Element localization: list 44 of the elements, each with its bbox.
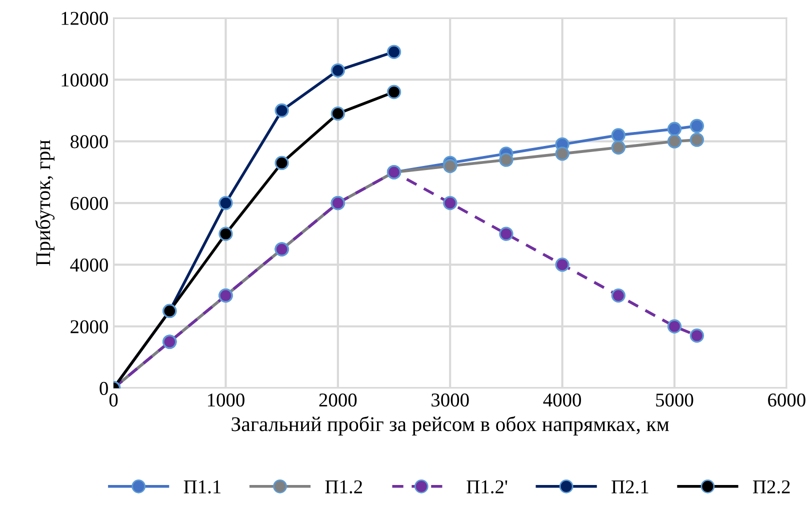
legend-label: П1.2' xyxy=(466,480,508,494)
x-axis-title: Загальний пробіг за рейсом в обох напрямках, км xyxy=(232,416,669,436)
point xyxy=(274,156,289,170)
point xyxy=(499,226,514,241)
legend-label: П2.2 xyxy=(752,480,790,494)
legend-label: П1.1 xyxy=(184,480,220,494)
point xyxy=(611,288,626,303)
point xyxy=(218,226,233,241)
point xyxy=(330,63,345,78)
point xyxy=(690,328,704,343)
point xyxy=(443,158,458,174)
point xyxy=(611,140,626,155)
point xyxy=(330,106,345,121)
y-axis-title: Прибуток, грн xyxy=(35,140,55,266)
x-tick-label: 2000 xyxy=(319,393,357,407)
point xyxy=(667,319,682,334)
x-tick-label: 0 xyxy=(109,393,118,407)
point xyxy=(667,134,682,148)
x-tick-label: 1000 xyxy=(208,393,244,407)
point xyxy=(218,196,233,210)
x-tick-label: 4000 xyxy=(543,393,581,407)
y-tick-label: 4000 xyxy=(70,258,108,272)
x-tick-label: 3000 xyxy=(432,393,469,407)
y-tick-label: 12000 xyxy=(62,12,108,25)
point xyxy=(386,84,402,100)
point xyxy=(499,152,514,167)
y-tick-label: 2000 xyxy=(70,320,108,334)
point xyxy=(667,122,682,136)
y-tick-label: 10000 xyxy=(62,73,108,87)
point xyxy=(555,258,570,272)
y-tick-label: 0 xyxy=(100,382,108,396)
y-tick-label: 6000 xyxy=(70,196,108,210)
point xyxy=(555,146,570,161)
x-tick-label: 5000 xyxy=(656,393,694,407)
point xyxy=(690,132,704,147)
x-tick-label: 6000 xyxy=(768,393,806,407)
point xyxy=(690,118,704,134)
point xyxy=(611,128,626,142)
point xyxy=(274,103,289,118)
point xyxy=(443,196,458,210)
legend-label: П2.1 xyxy=(612,480,648,494)
y-tick-label: 8000 xyxy=(70,135,108,148)
point xyxy=(386,44,402,59)
legend-label: П1.2 xyxy=(325,480,362,494)
